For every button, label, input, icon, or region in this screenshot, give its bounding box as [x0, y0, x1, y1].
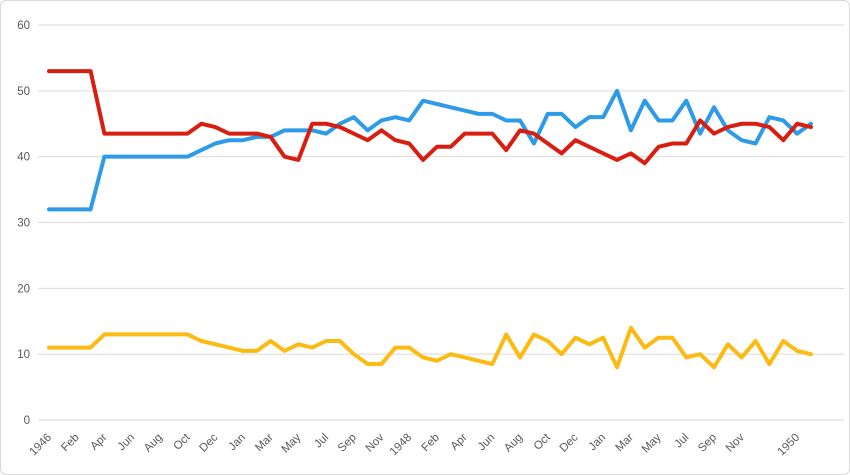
y-tick-label: 40	[17, 152, 30, 164]
x-tick-label: Aug	[142, 432, 165, 455]
x-tick-label: 1946	[28, 432, 55, 459]
x-tick-label: May	[280, 431, 304, 455]
x-tick-label: Jul	[673, 432, 692, 451]
x-tick-label: Mar	[613, 432, 636, 455]
x-tick-label: Dec	[197, 431, 220, 454]
x-tick-label: Dec	[558, 431, 581, 454]
blue-line	[47, 88, 813, 212]
x-tick-label: Sep	[336, 432, 359, 455]
x-tick-label: Apr	[88, 432, 109, 453]
y-tick-label: 30	[17, 218, 30, 230]
y-tick-label: 10	[17, 349, 30, 361]
x-tick-label: Jun	[476, 432, 498, 454]
x-tick-label: Oct	[172, 431, 194, 453]
x-tick-label: Aug	[502, 432, 525, 455]
x-tick-label: Apr	[449, 432, 470, 453]
x-tick-label: Jun	[116, 432, 138, 454]
x-tick-label: Jan	[226, 432, 248, 454]
x-tick-label: Feb	[59, 432, 82, 455]
x-tick-label: Mar	[253, 432, 276, 455]
x-tick-label: Jul	[312, 432, 331, 451]
x-axis-labels: 1946 Feb Apr Jun Aug Oct Dec Jan Mar May Jul Sep Nov…	[28, 431, 803, 458]
x-tick-label: Feb	[420, 432, 443, 455]
series-lines	[47, 69, 813, 370]
x-tick-label: May	[640, 431, 664, 455]
x-tick-label: 1950	[776, 432, 803, 459]
x-tick-label: Oct	[532, 431, 554, 453]
y-tick-label: 20	[17, 283, 30, 295]
red-line	[47, 69, 813, 166]
x-tick-label: Sep	[696, 432, 719, 455]
y-tick-label: 60	[17, 20, 30, 32]
yellow-line	[47, 325, 813, 370]
y-tick-label: 50	[17, 86, 30, 98]
y-tick-label: 0	[24, 415, 30, 427]
x-tick-label: Jan	[587, 432, 609, 454]
x-tick-label: 1948	[388, 432, 415, 459]
x-tick-label: Nov	[364, 431, 387, 454]
x-tick-label: Nov	[724, 431, 747, 454]
y-axis-labels: 0 10 20 30 40 50 60	[17, 20, 30, 427]
